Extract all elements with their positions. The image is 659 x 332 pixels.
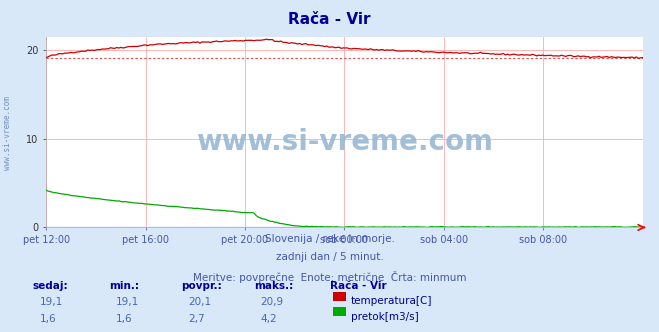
- Text: temperatura[C]: temperatura[C]: [351, 296, 432, 306]
- Text: www.si-vreme.com: www.si-vreme.com: [196, 127, 493, 155]
- Text: maks.:: maks.:: [254, 281, 293, 290]
- Text: 19,1: 19,1: [40, 297, 63, 307]
- Text: 1,6: 1,6: [115, 314, 132, 324]
- Text: 20,1: 20,1: [188, 297, 211, 307]
- Text: 2,7: 2,7: [188, 314, 204, 324]
- Text: povpr.:: povpr.:: [181, 281, 222, 290]
- Text: Slovenija / reke in morje.: Slovenija / reke in morje.: [264, 234, 395, 244]
- Text: Rača - Vir: Rača - Vir: [330, 281, 386, 290]
- Text: 1,6: 1,6: [40, 314, 56, 324]
- Text: pretok[m3/s]: pretok[m3/s]: [351, 312, 418, 322]
- Text: min.:: min.:: [109, 281, 139, 290]
- Text: 4,2: 4,2: [260, 314, 277, 324]
- Text: sedaj:: sedaj:: [33, 281, 69, 290]
- Text: www.si-vreme.com: www.si-vreme.com: [3, 96, 13, 170]
- Text: 20,9: 20,9: [260, 297, 283, 307]
- Text: 19,1: 19,1: [115, 297, 138, 307]
- Text: zadnji dan / 5 minut.: zadnji dan / 5 minut.: [275, 252, 384, 262]
- Text: Meritve: povprečne  Enote: metrične  Črta: minmum: Meritve: povprečne Enote: metrične Črta:…: [192, 271, 467, 283]
- Text: Rača - Vir: Rača - Vir: [288, 12, 371, 27]
